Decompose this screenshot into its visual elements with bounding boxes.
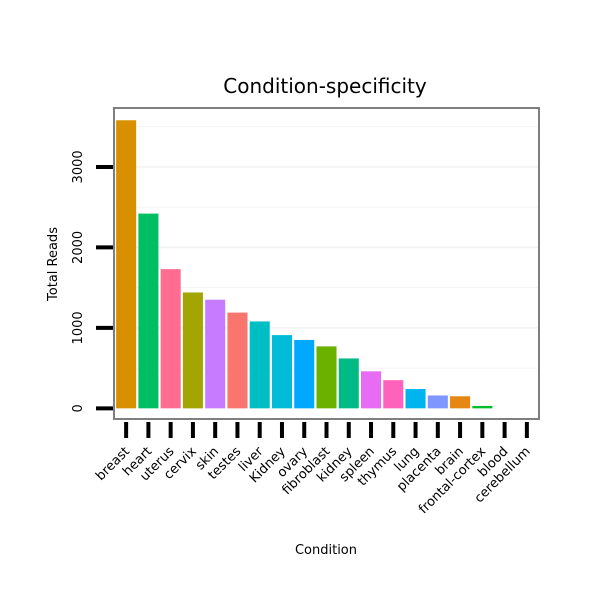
bar-spleen <box>361 371 382 409</box>
bar-brain <box>450 396 471 409</box>
bar-fibroblast <box>316 346 337 409</box>
bar-cervix <box>182 292 203 409</box>
y-tick-label: 3000 <box>71 150 86 183</box>
x-axis: breastheartuteruscervixskintestesliverKi… <box>93 422 534 517</box>
bar-kidney <box>338 358 359 409</box>
y-tick-label: 2000 <box>71 231 86 264</box>
bar-kidney-capital <box>271 335 292 409</box>
bar-liver <box>249 321 270 409</box>
bar-frontal-cortex <box>472 405 493 409</box>
bar-skin <box>205 299 226 409</box>
y-axis: 0 1000 2000 3000 <box>71 150 113 412</box>
bar-ovary <box>294 339 315 409</box>
y-tick-label: 1000 <box>71 311 86 344</box>
bar-lung <box>405 389 426 409</box>
bar-uterus <box>160 269 181 409</box>
bar-testes <box>227 312 248 409</box>
y-axis-label: Total Reads <box>46 227 61 302</box>
bar-thymus <box>383 380 404 409</box>
y-tick-label: 0 <box>71 404 86 412</box>
bar-heart <box>138 213 159 409</box>
x-axis-label: Condition <box>295 543 357 558</box>
bars <box>116 120 493 409</box>
chart-title: Condition-specificity <box>223 74 427 98</box>
plot-panel-border <box>113 107 540 420</box>
bar-breast <box>116 120 137 409</box>
bar-placenta <box>427 395 448 409</box>
